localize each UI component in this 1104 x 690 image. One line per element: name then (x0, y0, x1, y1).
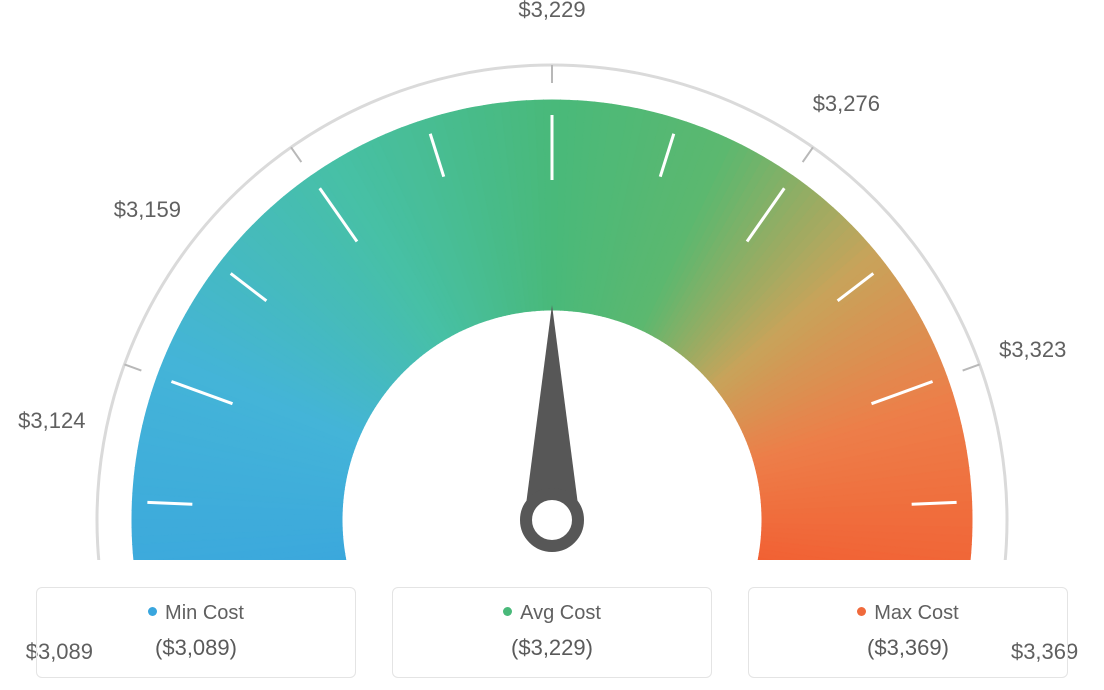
gauge-tick-label: $3,229 (518, 0, 585, 23)
summary-row: Min Cost ($3,089) Avg Cost ($3,229) Max … (0, 587, 1104, 678)
max-cost-title: Max Cost (749, 602, 1067, 625)
min-cost-title: Min Cost (37, 602, 355, 625)
min-cost-card: Min Cost ($3,089) (36, 587, 356, 678)
min-cost-value: ($3,089) (37, 635, 355, 661)
avg-cost-card: Avg Cost ($3,229) (392, 587, 712, 678)
max-cost-value: ($3,369) (749, 635, 1067, 661)
avg-cost-label: Avg Cost (520, 602, 601, 624)
avg-cost-title: Avg Cost (393, 602, 711, 625)
gauge-svg (0, 0, 1104, 560)
gauge-tick-label: $3,124 (18, 408, 85, 434)
cost-gauge: $3,089$3,124$3,159$3,229$3,276$3,323$3,3… (0, 0, 1104, 560)
min-cost-label: Min Cost (165, 602, 244, 624)
avg-dot-icon (503, 607, 512, 616)
max-dot-icon (857, 607, 866, 616)
gauge-tick-label: $3,323 (999, 337, 1066, 363)
gauge-tick-label: $3,159 (114, 197, 181, 223)
gauge-tick-label: $3,276 (813, 91, 880, 117)
max-cost-label: Max Cost (874, 602, 958, 624)
avg-cost-value: ($3,229) (393, 635, 711, 661)
min-dot-icon (148, 607, 157, 616)
max-cost-card: Max Cost ($3,369) (748, 587, 1068, 678)
